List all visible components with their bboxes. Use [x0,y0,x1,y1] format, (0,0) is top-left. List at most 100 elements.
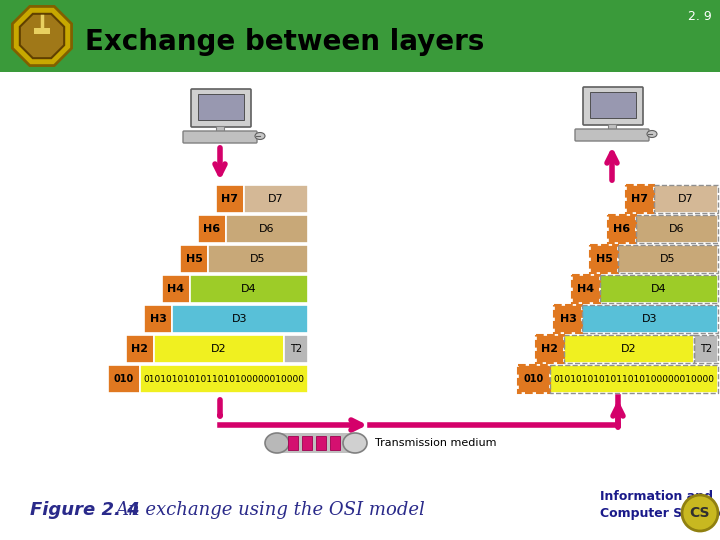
Ellipse shape [265,433,289,453]
Text: D2: D2 [621,344,636,354]
FancyBboxPatch shape [583,87,643,125]
Bar [608,215,636,243]
Text: D6: D6 [259,224,275,234]
Bar [244,185,308,213]
Bar [302,436,312,450]
Bar [172,305,308,333]
Bar [34,28,50,34]
Text: Figure 2. 4: Figure 2. 4 [30,501,140,519]
FancyBboxPatch shape [191,89,251,127]
Bar [208,245,308,273]
Text: 010: 010 [524,374,544,384]
Text: D3: D3 [642,314,658,324]
Bar [288,436,298,450]
Bar [284,335,308,363]
Text: T2: T2 [700,344,712,354]
Bar [180,245,208,273]
Bar [216,126,224,132]
Bar [0,0,720,72]
Text: D5: D5 [251,254,266,264]
Bar [536,335,564,363]
Bar [572,275,600,303]
Text: H2: H2 [541,344,559,354]
Text: D4: D4 [241,284,257,294]
Bar [550,365,718,393]
Text: H7: H7 [631,194,649,204]
FancyBboxPatch shape [575,129,649,141]
Bar [226,215,308,243]
Text: H3: H3 [559,314,577,324]
Text: H4: H4 [577,284,595,294]
Bar [636,215,718,243]
Text: H5: H5 [186,254,202,264]
Bar [162,275,190,303]
Text: H2: H2 [132,344,148,354]
Text: H6: H6 [613,224,631,234]
Bar [330,436,340,450]
Bar [536,335,564,363]
Bar [518,365,550,393]
Bar [316,436,326,450]
Text: Information and
Computer Science: Information and Computer Science [600,490,720,520]
Circle shape [682,495,718,531]
FancyBboxPatch shape [183,131,257,143]
Bar [582,305,718,333]
Text: Exchange between layers: Exchange between layers [85,28,485,56]
Text: D3: D3 [233,314,248,324]
Bar [564,335,694,363]
Bar [654,185,718,213]
Bar [572,275,600,303]
Text: H3: H3 [150,314,166,324]
Text: D5: D5 [660,254,676,264]
Text: D4: D4 [651,284,667,294]
Text: D2: D2 [211,344,227,354]
Text: D6: D6 [670,224,685,234]
Bar [108,365,140,393]
Bar [618,245,718,273]
Bar [626,185,654,213]
Bar [154,335,284,363]
Text: H4: H4 [168,284,184,294]
Text: H6: H6 [204,224,220,234]
Ellipse shape [255,132,265,139]
Bar [654,185,718,213]
Bar [554,305,582,333]
Bar [518,365,550,393]
Text: H5: H5 [595,254,613,264]
Bar [694,335,718,363]
Ellipse shape [647,131,657,138]
Bar [590,245,618,273]
Bar [590,245,618,273]
Text: Transmission medium: Transmission medium [375,438,497,448]
Text: T2: T2 [290,344,302,354]
Text: D7: D7 [268,194,284,204]
Bar [198,94,244,120]
Bar [694,335,718,363]
Text: 0101010101011010100000010000: 0101010101011010100000010000 [554,375,714,383]
Bar [550,365,718,393]
Bar [126,335,154,363]
Text: 0101010101011010100000010000: 0101010101011010100000010000 [143,375,305,383]
Bar [600,275,718,303]
Text: 2. 9: 2. 9 [688,10,712,23]
Text: H7: H7 [222,194,238,204]
Bar [277,433,355,453]
Bar [198,215,226,243]
Bar [600,275,718,303]
Bar [554,305,582,333]
Bar [626,185,654,213]
Bar [564,335,694,363]
Bar [144,305,172,333]
Bar [582,305,718,333]
Bar [190,275,308,303]
Bar [140,365,308,393]
Bar [618,245,718,273]
Bar [608,124,616,130]
Text: 010: 010 [114,374,134,384]
Bar [608,215,636,243]
Bar [216,185,244,213]
Bar [590,92,636,118]
Ellipse shape [343,433,367,453]
Text: An exchange using the OSI model: An exchange using the OSI model [115,501,425,519]
Bar [636,215,718,243]
